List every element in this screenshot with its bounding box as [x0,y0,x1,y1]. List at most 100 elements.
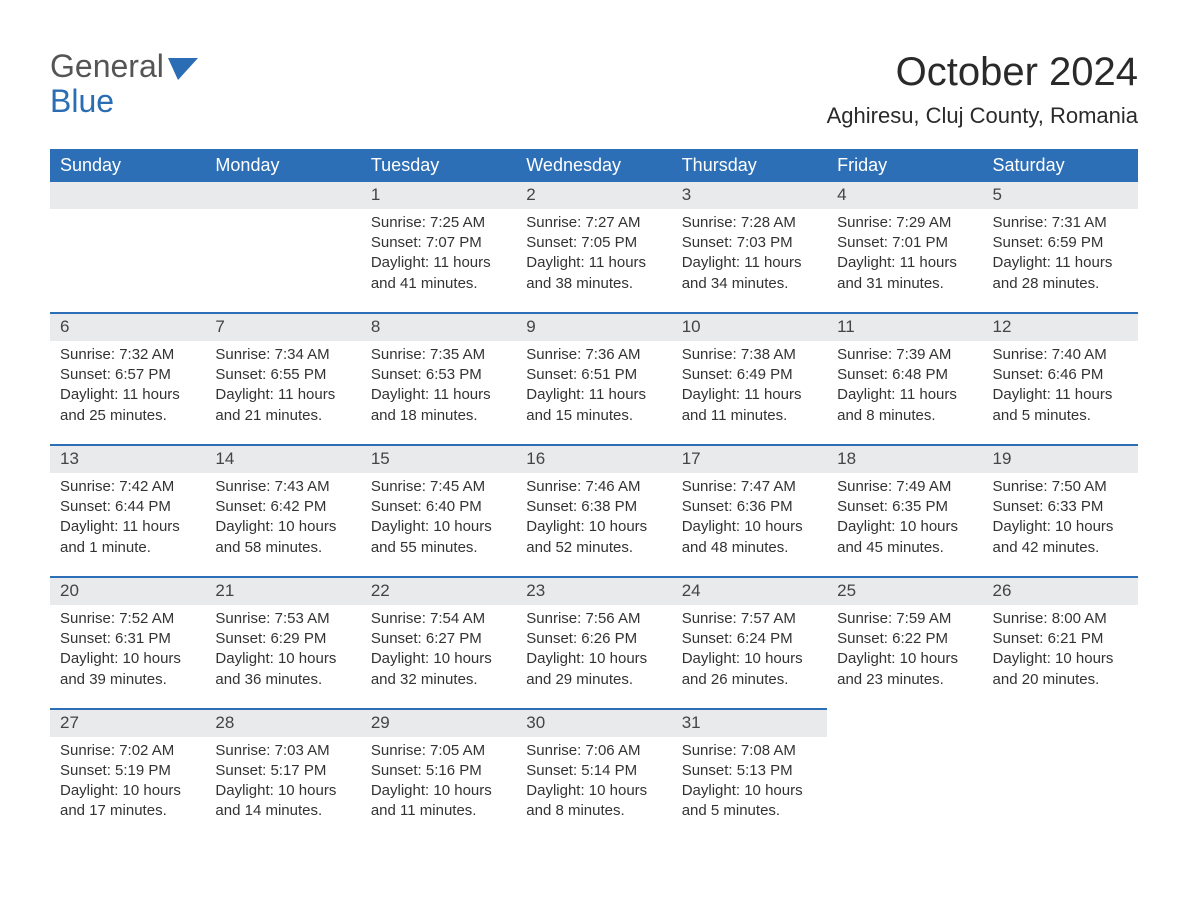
sunset-text: Sunset: 6:49 PM [682,365,817,385]
daylight2-text: and 41 minutes. [371,274,506,294]
daylight1-text: Daylight: 11 hours [60,385,195,405]
logo-text-blue: Blue [50,83,114,119]
calendar-cell: 1Sunrise: 7:25 AMSunset: 7:07 PMDaylight… [361,182,516,313]
sunrise-text: Sunrise: 7:29 AM [837,213,972,233]
daylight2-text: and 55 minutes. [371,538,506,558]
calendar-cell: 28Sunrise: 7:03 AMSunset: 5:17 PMDayligh… [205,709,360,840]
sunrise-text: Sunrise: 7:38 AM [682,345,817,365]
day-number: 7 [205,314,360,341]
calendar-cell: 2Sunrise: 7:27 AMSunset: 7:05 PMDaylight… [516,182,671,313]
day-number: 12 [983,314,1138,341]
sunrise-text: Sunrise: 7:31 AM [993,213,1128,233]
calendar-cell [205,182,360,313]
daylight1-text: Daylight: 11 hours [837,253,972,273]
sunset-text: Sunset: 6:36 PM [682,497,817,517]
day-number: 4 [827,182,982,209]
sunrise-text: Sunrise: 7:59 AM [837,609,972,629]
daylight2-text: and 18 minutes. [371,406,506,426]
daylight1-text: Daylight: 10 hours [371,649,506,669]
day-number: 29 [361,710,516,737]
day-header: Wednesday [516,149,671,182]
calendar-week: 27Sunrise: 7:02 AMSunset: 5:19 PMDayligh… [50,709,1138,840]
sunset-text: Sunset: 6:38 PM [526,497,661,517]
day-number: 23 [516,578,671,605]
sunrise-text: Sunrise: 7:57 AM [682,609,817,629]
sunrise-text: Sunrise: 8:00 AM [993,609,1128,629]
day-number: 28 [205,710,360,737]
day-number: 1 [361,182,516,209]
sunrise-text: Sunrise: 7:52 AM [60,609,195,629]
calendar-cell: 6Sunrise: 7:32 AMSunset: 6:57 PMDaylight… [50,313,205,445]
daylight2-text: and 26 minutes. [682,670,817,690]
day-number-row [205,182,360,209]
daylight2-text: and 1 minute. [60,538,195,558]
sunrise-text: Sunrise: 7:05 AM [371,741,506,761]
daylight1-text: Daylight: 10 hours [682,781,817,801]
day-header: Tuesday [361,149,516,182]
daylight1-text: Daylight: 10 hours [526,781,661,801]
title-area: October 2024 Aghiresu, Cluj County, Roma… [827,50,1138,143]
day-number: 11 [827,314,982,341]
sunrise-text: Sunrise: 7:47 AM [682,477,817,497]
sunset-text: Sunset: 7:01 PM [837,233,972,253]
daylight2-text: and 31 minutes. [837,274,972,294]
day-number: 22 [361,578,516,605]
day-number: 19 [983,446,1138,473]
daylight2-text: and 11 minutes. [682,406,817,426]
daylight2-text: and 20 minutes. [993,670,1128,690]
calendar-head: SundayMondayTuesdayWednesdayThursdayFrid… [50,149,1138,182]
daylight2-text: and 8 minutes. [837,406,972,426]
sunset-text: Sunset: 6:53 PM [371,365,506,385]
day-number: 21 [205,578,360,605]
sunset-text: Sunset: 7:07 PM [371,233,506,253]
sunset-text: Sunset: 6:51 PM [526,365,661,385]
calendar-cell: 9Sunrise: 7:36 AMSunset: 6:51 PMDaylight… [516,313,671,445]
daylight2-text: and 5 minutes. [682,801,817,821]
sunset-text: Sunset: 5:17 PM [215,761,350,781]
daylight2-text: and 34 minutes. [682,274,817,294]
month-title: October 2024 [827,50,1138,95]
calendar-cell: 14Sunrise: 7:43 AMSunset: 6:42 PMDayligh… [205,445,360,577]
calendar-cell: 26Sunrise: 8:00 AMSunset: 6:21 PMDayligh… [983,577,1138,709]
day-header: Saturday [983,149,1138,182]
daylight1-text: Daylight: 10 hours [371,517,506,537]
sunrise-text: Sunrise: 7:40 AM [993,345,1128,365]
logo-flag-icon [168,53,198,85]
sunrise-text: Sunrise: 7:54 AM [371,609,506,629]
calendar-cell: 18Sunrise: 7:49 AMSunset: 6:35 PMDayligh… [827,445,982,577]
sunset-text: Sunset: 6:29 PM [215,629,350,649]
daylight1-text: Daylight: 10 hours [682,649,817,669]
day-number: 26 [983,578,1138,605]
sunrise-text: Sunrise: 7:49 AM [837,477,972,497]
daylight2-text: and 11 minutes. [371,801,506,821]
daylight2-text: and 32 minutes. [371,670,506,690]
sunrise-text: Sunrise: 7:46 AM [526,477,661,497]
calendar-cell: 25Sunrise: 7:59 AMSunset: 6:22 PMDayligh… [827,577,982,709]
sunset-text: Sunset: 6:44 PM [60,497,195,517]
daylight1-text: Daylight: 10 hours [837,517,972,537]
sunrise-text: Sunrise: 7:03 AM [215,741,350,761]
calendar-week: 6Sunrise: 7:32 AMSunset: 6:57 PMDaylight… [50,313,1138,445]
day-number: 5 [983,182,1138,209]
day-number: 13 [50,446,205,473]
day-number: 15 [361,446,516,473]
day-number: 27 [50,710,205,737]
sunrise-text: Sunrise: 7:34 AM [215,345,350,365]
calendar-cell: 10Sunrise: 7:38 AMSunset: 6:49 PMDayligh… [672,313,827,445]
calendar-body: 1Sunrise: 7:25 AMSunset: 7:07 PMDaylight… [50,182,1138,840]
header: General Blue October 2024 Aghiresu, Cluj… [50,50,1138,143]
daylight2-text: and 52 minutes. [526,538,661,558]
day-header: Thursday [672,149,827,182]
daylight1-text: Daylight: 11 hours [993,253,1128,273]
sunset-text: Sunset: 6:21 PM [993,629,1128,649]
daylight2-text: and 14 minutes. [215,801,350,821]
calendar-cell [827,709,982,840]
daylight2-text: and 38 minutes. [526,274,661,294]
calendar-cell: 5Sunrise: 7:31 AMSunset: 6:59 PMDaylight… [983,182,1138,313]
calendar-cell: 3Sunrise: 7:28 AMSunset: 7:03 PMDaylight… [672,182,827,313]
calendar-cell: 29Sunrise: 7:05 AMSunset: 5:16 PMDayligh… [361,709,516,840]
daylight2-text: and 23 minutes. [837,670,972,690]
day-number: 30 [516,710,671,737]
day-number: 16 [516,446,671,473]
daylight1-text: Daylight: 11 hours [60,517,195,537]
